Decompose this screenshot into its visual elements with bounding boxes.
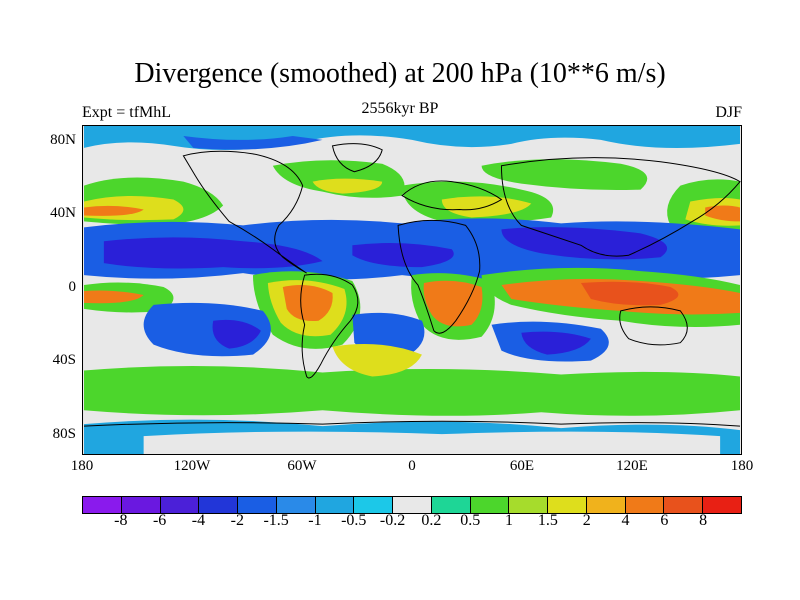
colorbar-swatch	[315, 497, 355, 513]
colorbar-swatch	[83, 497, 122, 513]
colorbar-swatch	[431, 497, 471, 513]
south-america-divergence-peak	[282, 285, 333, 322]
lat-label-80n: 80N	[50, 132, 76, 148]
colorbar-tick-label: -1.5	[263, 512, 289, 529]
coastline-africa	[397, 219, 481, 334]
map-title: Divergence (smoothed) at 200 hPa (10**6 …	[134, 58, 666, 89]
eurasia-divergence	[481, 159, 648, 191]
experiment-label: Expt = tfMhL	[82, 104, 172, 121]
antarctic-neutral-land	[143, 431, 721, 454]
coastline-antarctica	[83, 420, 741, 427]
coastline-greenland	[331, 143, 383, 173]
colorbar-tick-label: -4	[191, 512, 206, 529]
colorbar-tick-label: 8	[699, 512, 708, 529]
colorbar-swatch	[160, 497, 200, 513]
colorbar-swatch	[354, 497, 394, 513]
africa-divergence-core	[423, 280, 483, 327]
colorbar-swatch	[199, 497, 239, 513]
colorbar-tick-label: 0.5	[460, 512, 481, 529]
colorbar-tick-label: -0.2	[379, 512, 406, 529]
lon-label-120e: 120E	[616, 458, 648, 474]
north-america-divergence-core	[312, 178, 383, 194]
colorbar-swatch	[393, 497, 432, 513]
colorbar-swatch	[238, 497, 277, 513]
colorbar-tick-label: 1.5	[537, 512, 558, 529]
colorbar-swatch	[703, 497, 742, 513]
colorbar-tick-label: 4	[621, 512, 630, 529]
colorbar-tick-label: -0.5	[341, 512, 367, 529]
coastline-europe	[401, 180, 503, 211]
colorbar-swatch	[586, 497, 626, 513]
lat-label-80s: 80S	[52, 426, 76, 442]
colorbar-swatch	[664, 497, 704, 513]
divergence-map	[82, 125, 742, 455]
atlantic-strong-convergence	[352, 243, 454, 268]
coastline-north-america	[182, 150, 307, 274]
south-indian-strong-convergence	[521, 331, 591, 355]
coastlines	[83, 143, 741, 427]
coastline-asia	[500, 157, 741, 257]
arctic-convergence-core	[183, 135, 323, 150]
lon-label-180w: 180	[70, 458, 94, 474]
lon-label-60e: 60E	[509, 458, 535, 474]
maritime-continent-divergence-peak	[580, 281, 679, 306]
north-pacific-divergence-west-peak	[84, 205, 144, 216]
colorbar	[82, 496, 742, 514]
colorbar-swatch	[276, 497, 316, 513]
colorbar-tick-label: -1	[308, 512, 322, 529]
colorbar-swatch	[470, 497, 510, 513]
southern-divergence-atlantic-core	[332, 344, 422, 377]
colorbar-swatch	[121, 497, 161, 513]
asia-strong-convergence	[501, 227, 668, 260]
colorbar-tick-label: -8	[114, 512, 128, 529]
colorbar-swatch	[548, 497, 587, 513]
map-field	[83, 126, 741, 454]
south-pacific-strong-convergence	[212, 319, 261, 349]
lon-label-60w: 60W	[287, 458, 317, 474]
equatorial-divergence-pacific-core	[84, 290, 144, 304]
lat-label-equator: 0	[68, 279, 77, 295]
lon-label-180e: 180	[730, 458, 754, 474]
lon-label-120w: 120W	[173, 458, 211, 474]
lat-label-40s: 40S	[52, 352, 76, 368]
colorbar-tick-label: 1	[505, 512, 514, 529]
period-label: 2556kyr BP	[361, 100, 439, 117]
colorbar-tick-label: 0.2	[421, 512, 442, 529]
colorbar-swatch	[625, 497, 665, 513]
north-pacific-divergence-east-peak	[705, 205, 740, 222]
lon-label-0: 0	[408, 458, 416, 474]
colorbar-tick-label: 6	[660, 512, 669, 529]
southern-divergence-belt	[84, 365, 740, 416]
coastline-australia	[619, 306, 688, 346]
colorbar-tick-label: -6	[152, 512, 167, 529]
lat-label-40n: 40N	[50, 205, 76, 221]
season-label: DJF	[715, 104, 742, 121]
colorbar-tick-label: -2	[230, 512, 244, 529]
colorbar-tick-label: 2	[582, 512, 591, 529]
coastline-south-america	[300, 273, 359, 379]
colorbar-swatch	[509, 497, 549, 513]
